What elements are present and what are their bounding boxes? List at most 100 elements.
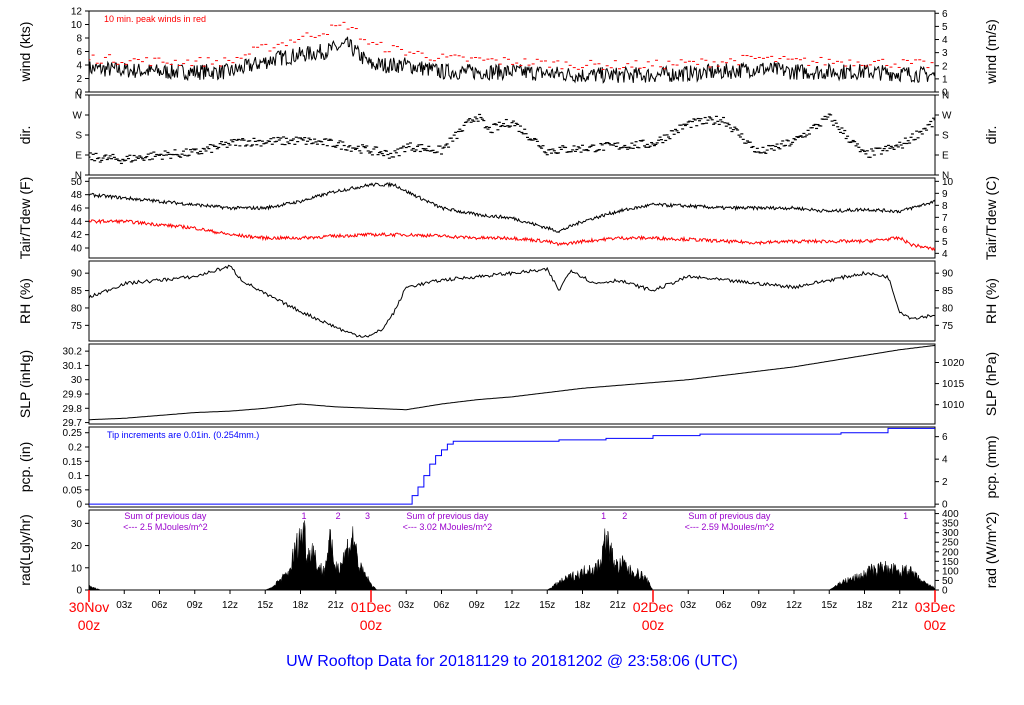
y-tick-label-left: 29.8 (63, 404, 83, 415)
y-tick-label-left: 29.7 (63, 418, 83, 429)
y-tick-label-right: 1015 (942, 379, 965, 390)
panel-data (89, 264, 935, 338)
x-day-hour-label: 00z (360, 617, 383, 633)
y-tick-label-right: 2 (942, 61, 948, 72)
y-axis-label-right: wind (m/s) (983, 19, 999, 85)
y-tick-label-right: 50 (942, 576, 954, 587)
radiation-peak-marker: 3 (365, 511, 370, 521)
x-day-hour-label: 00z (78, 617, 101, 633)
y-tick-label-left: 42 (71, 230, 83, 241)
y-tick-label-left: W (73, 111, 83, 122)
series-line (89, 344, 935, 421)
y-tick-label-left: 0 (76, 586, 82, 597)
y-tick-label-left: 2 (76, 74, 82, 85)
panel-annotation: Tip increments are 0.01in. (0.254mm.) (107, 430, 259, 440)
y-axis-label-left: pcp. (in) (17, 442, 33, 493)
panel-data (89, 427, 935, 505)
y-tick-label-left: 30.2 (63, 347, 83, 358)
y-axis-label-right: Tair/Tdew (C) (983, 176, 999, 260)
y-tick-label-left: 0.2 (68, 443, 82, 454)
panel-data (89, 520, 935, 590)
x-tick-label: 21z (328, 600, 344, 611)
y-axis-label-right: pcp. (mm) (983, 436, 999, 499)
panel-6: pcp. (in) pcp. (mm) 0 0.05 0.1 0.15 0.2 0.25 0 2 4… (17, 426, 999, 511)
y-tick-label-left: 48 (71, 190, 83, 201)
x-tick-label: 12z (786, 600, 802, 611)
y-tick-label-right: 6 (942, 225, 948, 236)
x-tick-label: 03z (116, 600, 132, 611)
y-tick-label-right: 75 (942, 321, 954, 332)
series-line-1 (89, 181, 935, 234)
radiation-sum-label: Sum of previous day (688, 511, 771, 521)
radiation-peak-marker: 1 (302, 511, 307, 521)
panel-data (89, 21, 935, 84)
y-tick-label-left: 0 (76, 500, 82, 511)
time-axis: 03z 06z 09z 12z 15z 18z 21z 03z 06z 09z 12z 15z 18z 2… (69, 590, 955, 633)
y-axis-label-left: dir. (17, 126, 33, 145)
y-tick-label-left: 90 (71, 269, 83, 280)
x-tick-label: 12z (222, 600, 238, 611)
y-tick-label-left: 46 (71, 204, 83, 215)
y-tick-label-left: 6 (76, 47, 82, 58)
y-tick-label-right: 5 (942, 237, 948, 248)
y-tick-label-left: 30.1 (63, 361, 83, 372)
x-tick-label: 06z (151, 600, 167, 611)
y-axis-label-left: RH (%) (17, 278, 33, 324)
panel-4: RH (%) RH (%) 75 80 85 90 75 80 85 90 (17, 260, 999, 342)
x-tick-label: 12z (504, 600, 520, 611)
x-day-hour-label: 00z (924, 617, 947, 633)
y-tick-label-right: 250 (942, 538, 959, 549)
panel-data (89, 181, 935, 251)
y-axis-label-right: SLP (hPa) (983, 352, 999, 416)
radiation-sum-value: <--- 3.02 MJoules/m^2 (403, 522, 493, 532)
figure-title: UW Rooftop Data for 20181129 to 20181202… (286, 653, 738, 670)
y-tick-label-left: 4 (76, 61, 82, 72)
y-tick-label-right: 9 (942, 189, 948, 200)
x-tick-label: 09z (751, 600, 767, 611)
radiation-sum-value: <--- 2.5 MJoules/m^2 (123, 522, 208, 532)
y-tick-label-left: 8 (76, 34, 82, 45)
y-tick-label-right: W (942, 111, 952, 122)
x-tick-label: 18z (574, 600, 590, 611)
y-tick-label-right: 0 (942, 500, 948, 511)
y-tick-label-left: 0 (76, 88, 82, 99)
y-tick-label-right: 80 (942, 303, 954, 314)
radiation-sum-value: <--- 2.59 MJoules/m^2 (685, 522, 775, 532)
y-tick-label-right: 0 (942, 586, 948, 597)
radiation-peak-marker: 2 (622, 511, 627, 521)
y-tick-label-left: N (75, 91, 82, 102)
y-tick-label-left: 50 (71, 177, 83, 188)
y-tick-label-left: 40 (71, 244, 83, 255)
series-precip (89, 427, 935, 505)
y-tick-label-right: 400 (942, 509, 959, 520)
y-axis-label-left: Tair/Tdew (F) (17, 177, 33, 259)
y-tick-label-left: 10 (71, 20, 83, 31)
y-tick-label-right: 200 (942, 547, 959, 558)
y-tick-label-right: 4 (942, 35, 948, 46)
y-tick-label-left: 80 (71, 303, 83, 314)
radiation-area (89, 520, 935, 590)
x-day-hour-label: 00z (642, 617, 665, 633)
y-tick-label-right: 150 (942, 557, 959, 568)
panel-data (89, 113, 935, 165)
y-tick-label-right: 4 (942, 455, 948, 466)
y-tick-label-left: 0.05 (63, 485, 83, 496)
series-line-2 (89, 218, 935, 251)
y-tick-label-right: 85 (942, 286, 954, 297)
y-tick-label-left: N (75, 171, 82, 182)
panel-frame (88, 177, 936, 259)
y-tick-label-right: S (942, 131, 949, 142)
y-tick-label-right: 350 (942, 519, 959, 530)
radiation-peak-marker: 1 (903, 511, 908, 521)
y-tick-label-left: S (75, 131, 82, 142)
x-tick-label: 03z (398, 600, 414, 611)
x-tick-label: 18z (856, 600, 872, 611)
y-tick-label-left: 10 (71, 563, 83, 574)
y-tick-label-left: 20 (71, 541, 83, 552)
series-line (89, 264, 935, 338)
y-tick-label-right: 4 (942, 249, 948, 260)
x-tick-label: 09z (187, 600, 203, 611)
